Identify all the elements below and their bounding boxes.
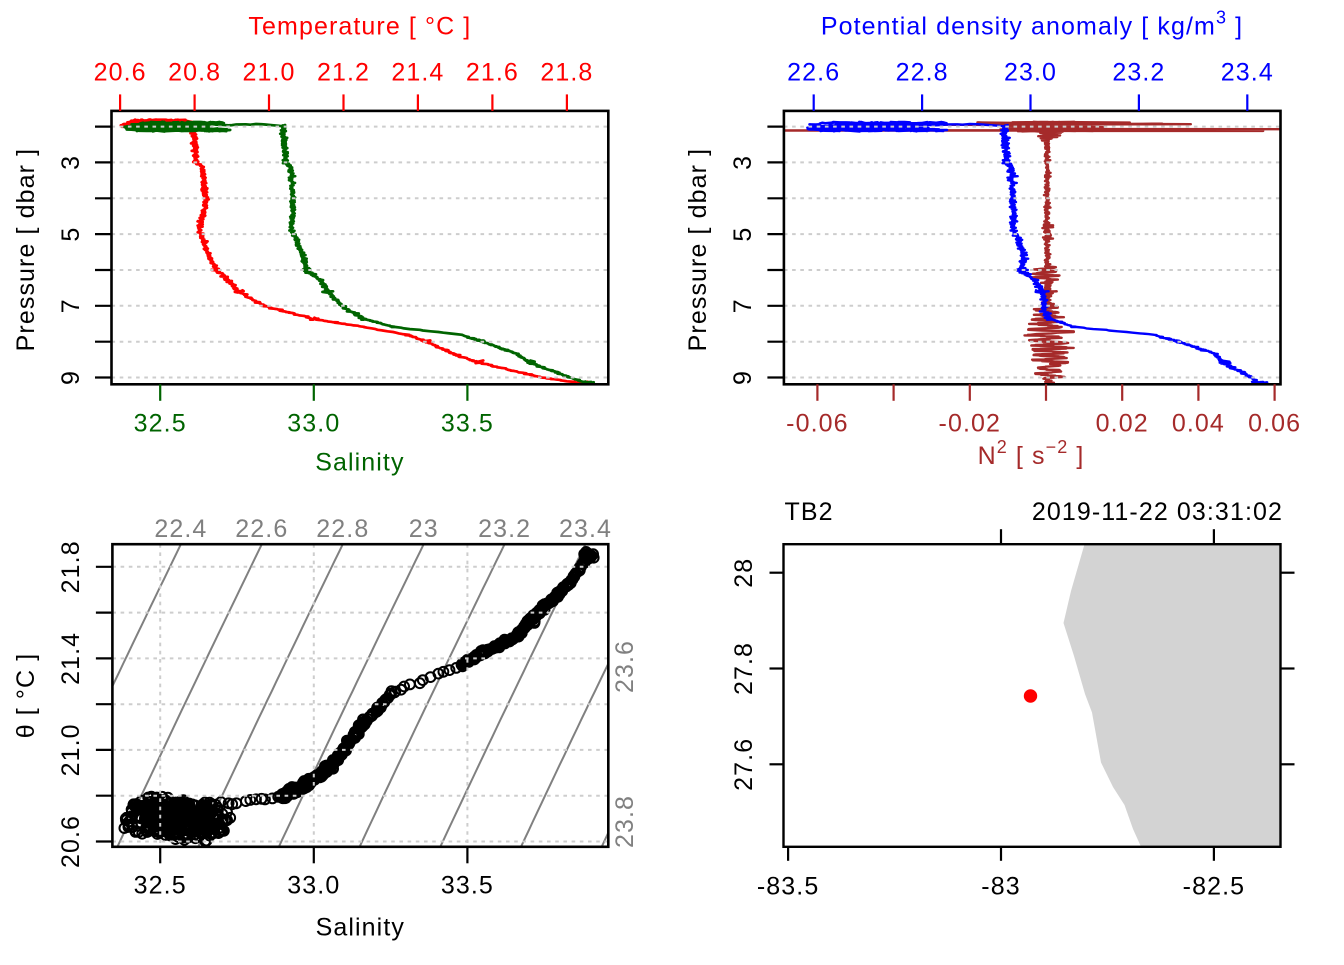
svg-text:21.4: 21.4 bbox=[57, 632, 85, 685]
svg-text:5: 5 bbox=[729, 227, 757, 242]
svg-text:20.6: 20.6 bbox=[57, 815, 85, 868]
svg-text:22.8: 22.8 bbox=[316, 515, 369, 543]
svg-text:9: 9 bbox=[57, 370, 85, 385]
svg-text:21.2: 21.2 bbox=[317, 59, 370, 87]
svg-text:20.6: 20.6 bbox=[94, 59, 147, 87]
svg-text:27.6: 27.6 bbox=[730, 738, 758, 791]
svg-text:33.0: 33.0 bbox=[287, 872, 340, 900]
svg-text:Pressure [ dbar ]: Pressure [ dbar ] bbox=[12, 148, 40, 352]
svg-text:Potential density anomaly [ kg: Potential density anomaly [ kg/m3 ] bbox=[821, 8, 1243, 41]
svg-text:21.0: 21.0 bbox=[57, 723, 85, 776]
svg-text:Pressure [ dbar ]: Pressure [ dbar ] bbox=[684, 148, 712, 352]
svg-text:9: 9 bbox=[729, 370, 757, 385]
svg-text:Temperature [ °C ]: Temperature [ °C ] bbox=[248, 13, 471, 41]
svg-text:3: 3 bbox=[57, 155, 85, 170]
svg-text:Salinity: Salinity bbox=[315, 449, 404, 477]
svg-text:2019-11-22 03:31:02: 2019-11-22 03:31:02 bbox=[1032, 498, 1283, 526]
svg-text:7: 7 bbox=[57, 298, 85, 313]
svg-text:27.8: 27.8 bbox=[730, 642, 758, 695]
svg-text:20.8: 20.8 bbox=[168, 59, 221, 87]
svg-text:21.4: 21.4 bbox=[391, 59, 444, 87]
svg-text:32.5: 32.5 bbox=[134, 410, 187, 438]
svg-text:-83.5: -83.5 bbox=[757, 873, 819, 901]
svg-text:23.8: 23.8 bbox=[611, 795, 639, 848]
svg-text:23.0: 23.0 bbox=[1004, 59, 1057, 87]
svg-text:23.2: 23.2 bbox=[1112, 59, 1165, 87]
svg-text:28: 28 bbox=[730, 558, 758, 588]
svg-text:Salinity: Salinity bbox=[316, 914, 405, 942]
svg-text:-83: -83 bbox=[981, 873, 1020, 901]
svg-text:TB2: TB2 bbox=[785, 498, 834, 526]
svg-text:-0.02: -0.02 bbox=[939, 410, 1001, 438]
svg-text:21.6: 21.6 bbox=[466, 59, 519, 87]
svg-text:23.6: 23.6 bbox=[611, 640, 639, 693]
svg-text:33.5: 33.5 bbox=[441, 410, 494, 438]
svg-text:0.02: 0.02 bbox=[1096, 410, 1149, 438]
svg-text:-0.06: -0.06 bbox=[786, 410, 848, 438]
svg-text:33.5: 33.5 bbox=[441, 872, 494, 900]
svg-text:0.06: 0.06 bbox=[1248, 410, 1301, 438]
svg-text:21.8: 21.8 bbox=[57, 540, 85, 593]
svg-text:-82.5: -82.5 bbox=[1183, 873, 1245, 901]
svg-text:7: 7 bbox=[729, 298, 757, 313]
svg-text:θ [ °C ]: θ [ °C ] bbox=[12, 653, 40, 739]
svg-text:23: 23 bbox=[409, 515, 439, 543]
svg-text:22.6: 22.6 bbox=[235, 515, 288, 543]
svg-text:3: 3 bbox=[729, 155, 757, 170]
svg-text:22.4: 22.4 bbox=[154, 515, 207, 543]
svg-text:23.4: 23.4 bbox=[559, 515, 612, 543]
svg-text:23.4: 23.4 bbox=[1221, 59, 1274, 87]
svg-text:23.2: 23.2 bbox=[478, 515, 531, 543]
svg-text:22.6: 22.6 bbox=[787, 59, 840, 87]
svg-text:32.5: 32.5 bbox=[134, 872, 187, 900]
svg-text:21.8: 21.8 bbox=[540, 59, 593, 87]
svg-text:5: 5 bbox=[57, 227, 85, 242]
svg-text:33.0: 33.0 bbox=[287, 410, 340, 438]
svg-text:0.04: 0.04 bbox=[1172, 410, 1225, 438]
svg-text:21.0: 21.0 bbox=[242, 59, 295, 87]
svg-text:N2 [ s−2 ]: N2 [ s−2 ] bbox=[978, 437, 1085, 470]
svg-text:22.8: 22.8 bbox=[896, 59, 949, 87]
